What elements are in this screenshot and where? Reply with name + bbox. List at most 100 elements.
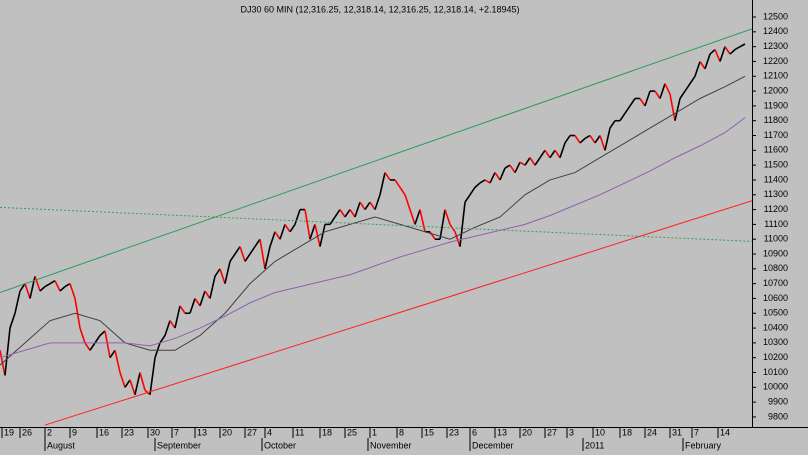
price-segment — [279, 224, 286, 240]
x-tick-label: 27 — [247, 427, 257, 437]
price-segment — [644, 90, 651, 107]
price-segment — [304, 209, 311, 240]
price-segment — [544, 149, 551, 159]
price-segment — [269, 231, 276, 247]
price-segment — [314, 224, 321, 247]
y-tick-label: 10000 — [763, 382, 788, 392]
price-segment — [79, 327, 86, 344]
x-tick-label: 1 — [372, 427, 377, 437]
price-segment — [69, 283, 76, 299]
price-segment — [679, 90, 686, 99]
price-segment — [489, 172, 496, 184]
price-segment — [499, 167, 506, 181]
price-segment — [409, 209, 416, 225]
price-segment — [379, 172, 386, 195]
x-tick-label: 18 — [322, 427, 332, 437]
price-segment — [9, 312, 16, 329]
price-segment — [64, 282, 71, 288]
price-segment — [699, 61, 706, 70]
price-segment — [709, 49, 716, 55]
price-segment — [309, 224, 316, 240]
x-tick-label: 10 — [595, 427, 605, 437]
y-tick-label: 10700 — [763, 278, 788, 288]
y-tick-label: 12400 — [763, 26, 788, 36]
price-segment — [579, 137, 586, 144]
month-label: September — [157, 440, 201, 450]
price-segment — [344, 209, 351, 218]
y-tick-label: 10400 — [763, 322, 788, 332]
price-segment — [664, 83, 671, 95]
price-segment — [654, 90, 661, 99]
price-segment — [494, 172, 501, 181]
price-segment — [394, 179, 401, 188]
x-tick-label: 9 — [72, 427, 77, 437]
price-segment — [349, 209, 356, 218]
price-segment — [124, 379, 131, 388]
x-tick-label: 20 — [522, 427, 532, 437]
x-tick-label: 25 — [347, 427, 357, 437]
price-segment — [719, 46, 726, 62]
price-segment — [159, 335, 166, 344]
y-tick-label: 10800 — [763, 263, 788, 273]
price-segment — [669, 93, 676, 121]
y-tick-label: 11300 — [764, 189, 788, 199]
price-segment — [254, 238, 261, 248]
y-tick-label: 11200 — [764, 204, 788, 214]
price-segment — [194, 297, 201, 307]
x-tick-label: 24 — [647, 427, 657, 437]
price-segment — [334, 209, 341, 218]
price-segment — [244, 253, 251, 262]
x-tick-label: 13 — [497, 427, 507, 437]
price-segment — [84, 342, 91, 351]
x-tick-label: 4 — [267, 427, 272, 437]
price-segment — [59, 285, 66, 292]
month-label: December — [472, 440, 514, 450]
price-segment — [139, 372, 146, 391]
price-segment — [419, 209, 426, 232]
price-segment — [54, 280, 61, 292]
price-segment — [639, 98, 646, 107]
price-segment — [49, 279, 56, 285]
x-tick-label: 8 — [399, 427, 404, 437]
series-line — [0, 117, 746, 359]
price-segment — [609, 120, 616, 129]
price-segment — [724, 46, 731, 55]
price-segment — [399, 186, 406, 196]
x-tick-label: 26 — [22, 427, 32, 437]
price-segment — [4, 327, 11, 376]
y-tick-label: 12100 — [763, 71, 788, 81]
month-label: October — [264, 440, 296, 450]
price-segment — [284, 223, 291, 233]
y-tick-label: 11900 — [764, 100, 788, 110]
price-segment — [509, 164, 516, 173]
price-segment — [474, 182, 481, 188]
price-segment — [204, 290, 211, 299]
price-segment — [14, 290, 21, 314]
y-tick-label: 11400 — [764, 174, 788, 184]
price-segment — [189, 298, 196, 314]
price-segment — [294, 209, 301, 225]
x-tick-label: 14 — [720, 427, 730, 437]
y-tick-label: 12500 — [763, 11, 788, 21]
price-segment — [689, 75, 696, 85]
price-segment — [589, 135, 596, 144]
price-segment — [659, 83, 666, 99]
price-segment — [529, 157, 536, 166]
series-line — [0, 206, 752, 242]
price-segment — [469, 186, 476, 196]
month-label: February — [685, 440, 722, 450]
y-tick-label: 10100 — [763, 367, 788, 377]
price-segment — [549, 149, 556, 159]
price-segment — [319, 224, 326, 247]
price-segment — [519, 161, 526, 166]
price-segment — [19, 283, 26, 292]
x-tick-label: 30 — [150, 427, 160, 437]
price-segment — [414, 209, 421, 225]
price-segment — [229, 253, 236, 262]
price-segment — [629, 98, 636, 107]
x-tick-label: 20 — [222, 427, 232, 437]
price-segment — [289, 223, 296, 233]
price-segment — [729, 49, 736, 55]
